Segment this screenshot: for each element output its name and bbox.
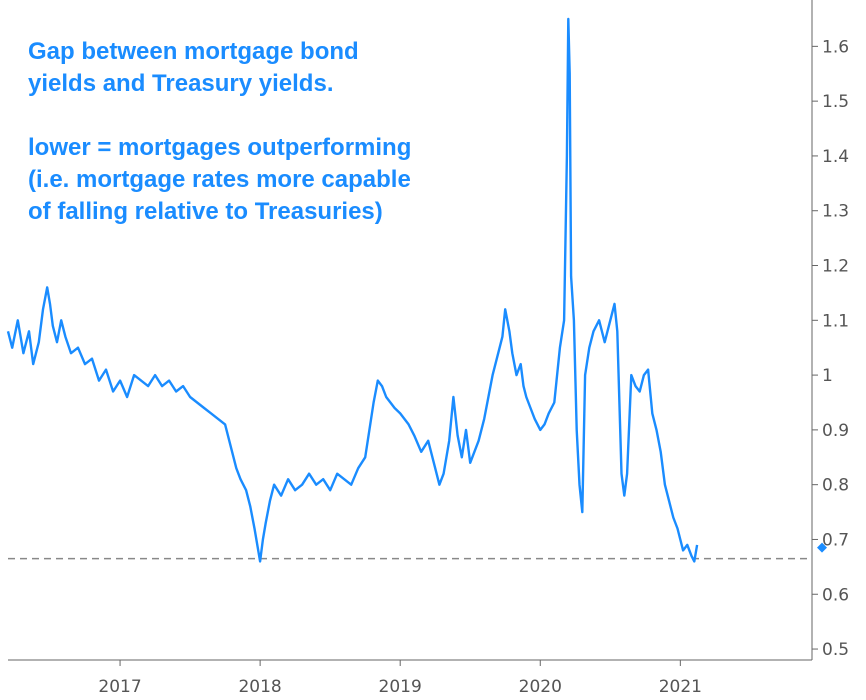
annotation-line: Gap between mortgage bond	[28, 38, 359, 65]
y-tick-label: 1	[822, 366, 833, 386]
last-value-marker	[817, 542, 827, 553]
annotation-line: lower = mortgages outperforming	[28, 134, 412, 161]
y-tick-label: 0.7	[822, 530, 849, 550]
series-line	[6, 17, 699, 563]
annotation-line: of falling relative to Treasuries)	[28, 198, 383, 225]
x-tick-label: 2019	[379, 677, 422, 697]
y-tick-label: 0.8	[822, 476, 849, 496]
y-tick-label: 0.6	[822, 585, 849, 605]
annotation-line: yields and Treasury yields.	[28, 70, 334, 97]
annotation-paragraph-1: Gap between mortgage bond yields and Tre…	[28, 36, 588, 100]
y-tick-group: 0.5 0.6 0.7 0.8 0.9 1 1.1 1.2 1.3 1.4 1.5 1.6	[812, 37, 849, 660]
annotation-paragraph-2: lower = mortgages outperforming (i.e. mo…	[28, 132, 588, 228]
x-tick-label: 2020	[519, 677, 562, 697]
plot-area	[6, 17, 827, 563]
y-tick-label: 1.6	[822, 37, 849, 57]
y-tick-label: 1.4	[822, 147, 849, 167]
x-tick-group: 2017 2018 2019 2020 2021	[98, 660, 702, 697]
y-tick-label: 1.3	[822, 202, 849, 222]
y-tick-label: 1.1	[822, 311, 849, 331]
y-tick-label: 0.9	[822, 421, 849, 441]
y-tick-label: 0.5	[822, 640, 849, 660]
y-tick-label: 1.5	[822, 92, 849, 112]
x-tick-label: 2021	[659, 677, 702, 697]
annotation-line: (i.e. mortgage rates more capable	[28, 166, 411, 193]
annotation: Gap between mortgage bond yields and Tre…	[28, 36, 588, 260]
x-tick-label: 2017	[98, 677, 141, 697]
x-tick-label: 2018	[238, 677, 281, 697]
y-tick-label: 1.2	[822, 257, 849, 277]
